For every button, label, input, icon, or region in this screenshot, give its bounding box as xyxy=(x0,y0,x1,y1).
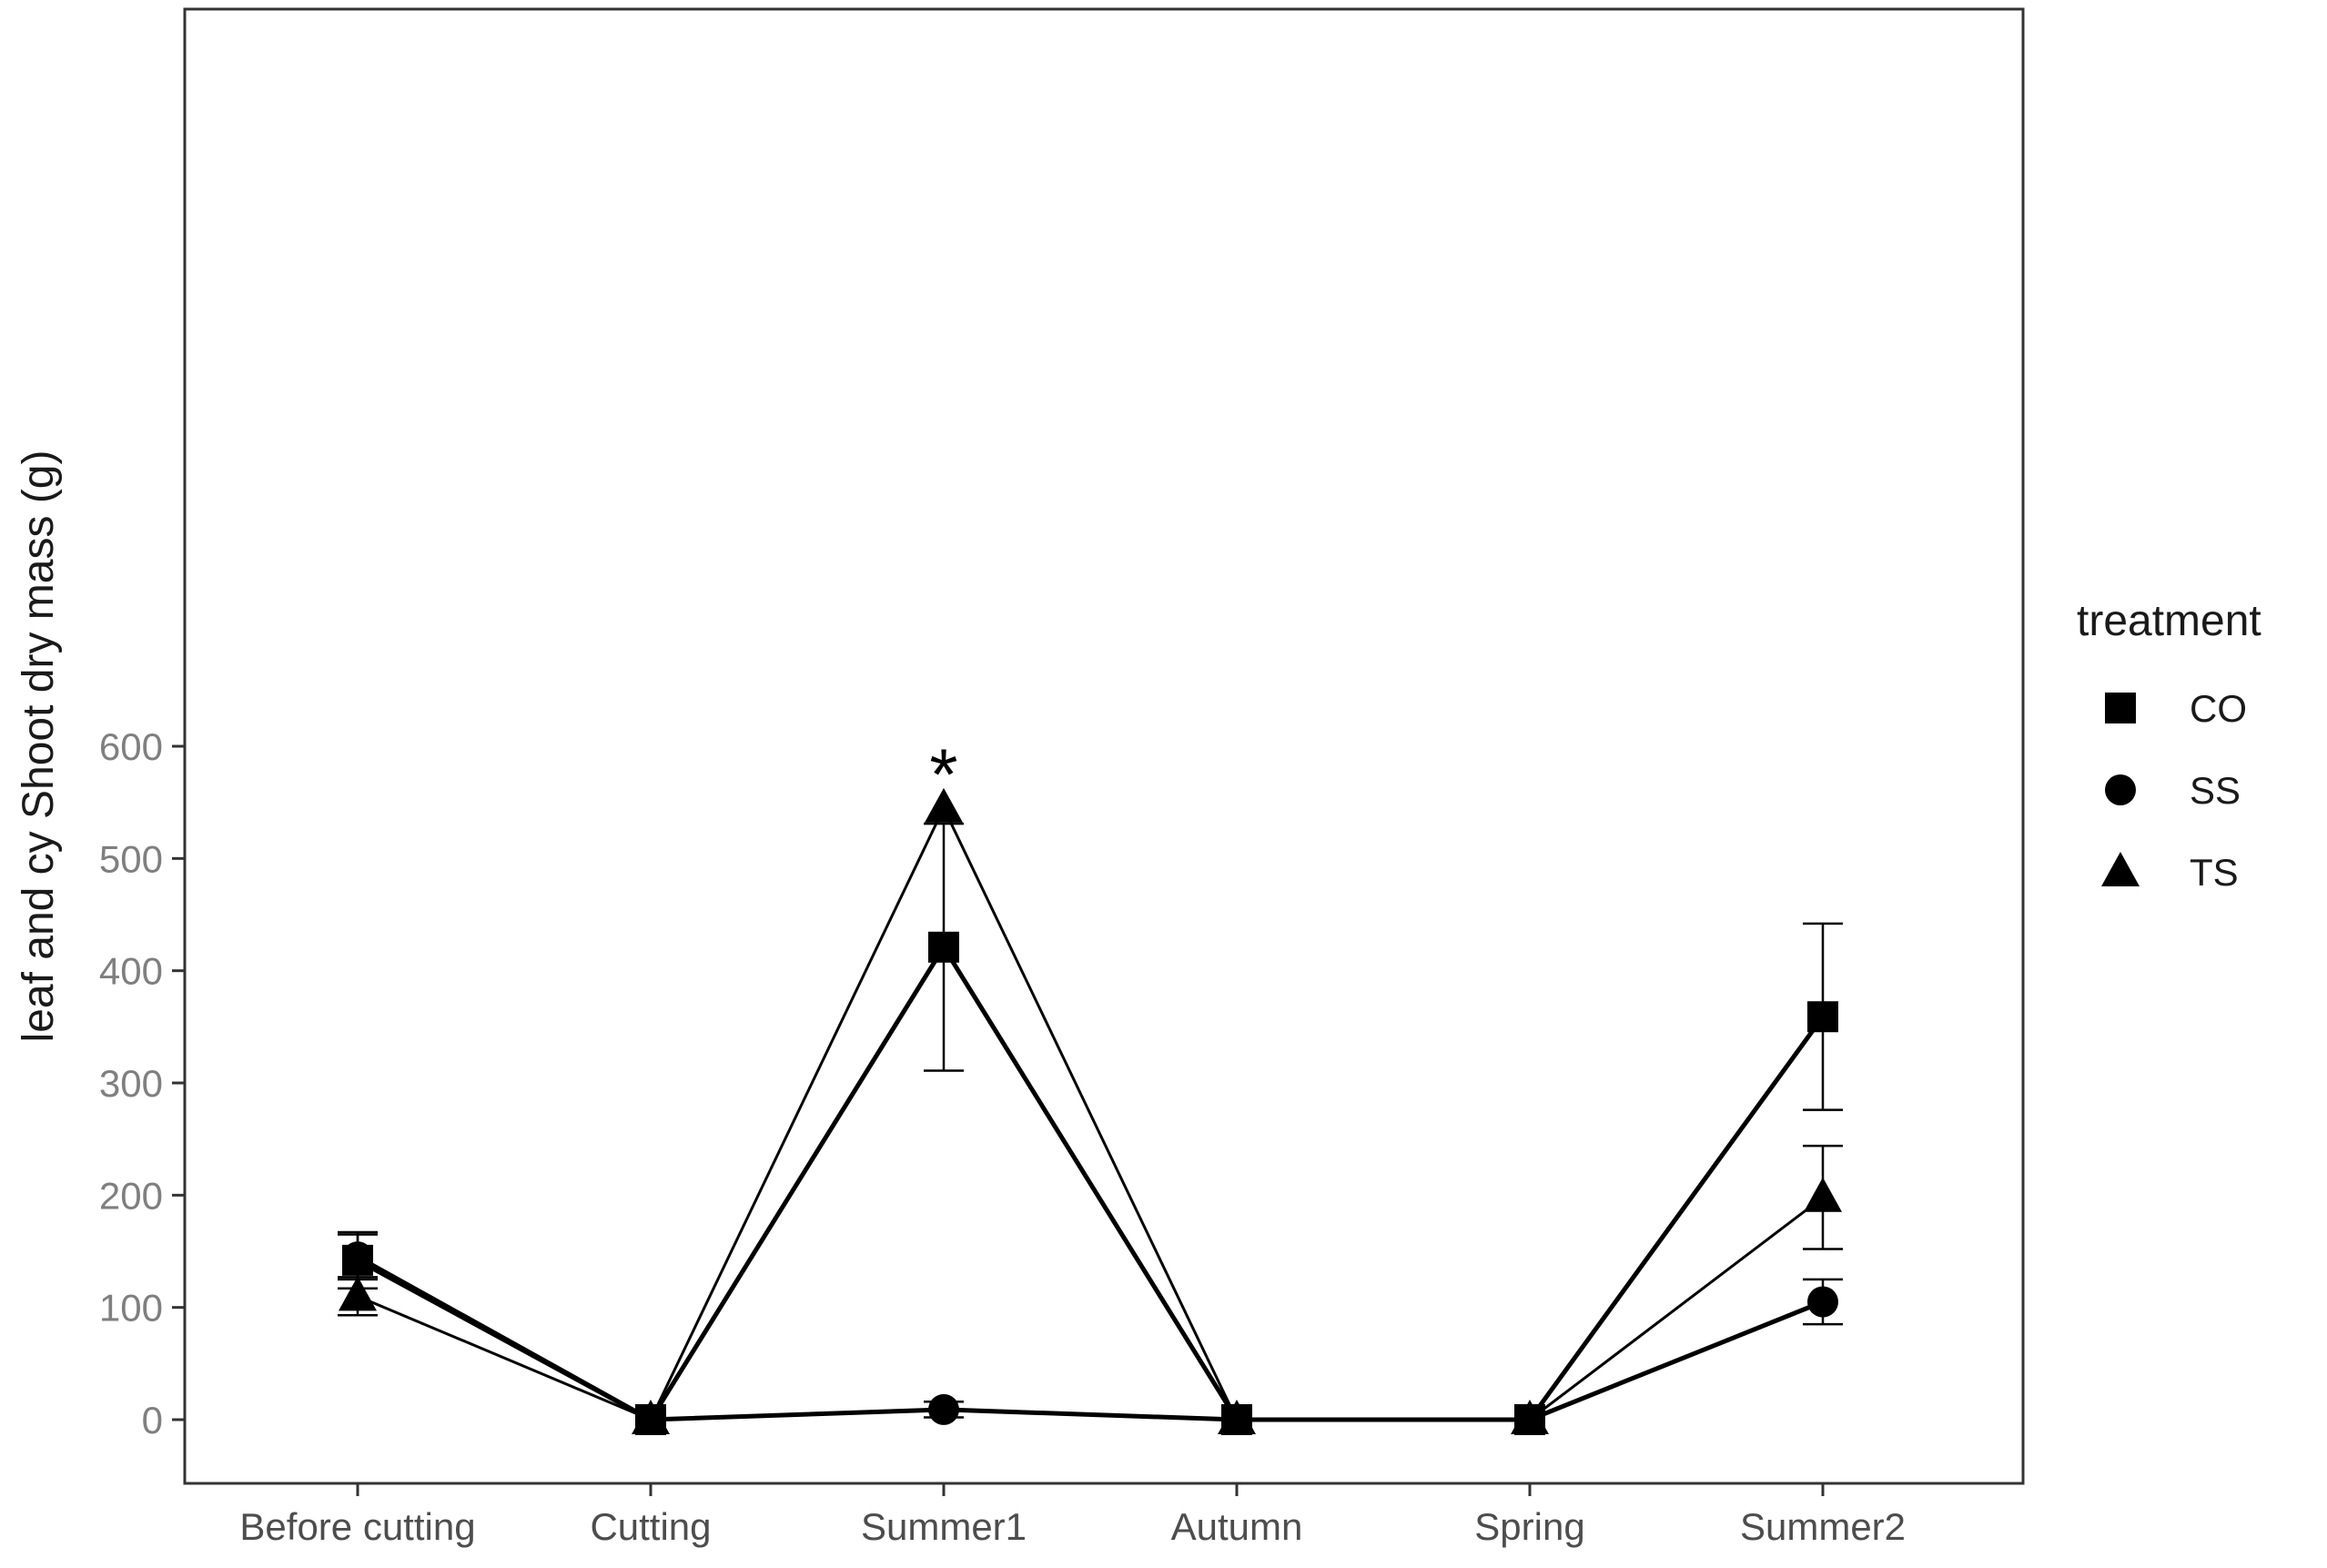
point-ts xyxy=(339,1276,377,1311)
x-tick-label: Cutting xyxy=(590,1505,711,1548)
y-tick-label: 100 xyxy=(99,1287,163,1330)
point-ss xyxy=(342,1241,373,1273)
legend-item-ts: TS xyxy=(2101,851,2239,894)
legend-label: CO xyxy=(2190,687,2247,730)
y-axis: 0 100 200 300 400 500 600 xyxy=(99,725,185,1442)
point-ts xyxy=(1218,1400,1256,1434)
point-ss xyxy=(928,1393,959,1425)
point-ts xyxy=(925,787,963,823)
point-co xyxy=(928,931,959,963)
y-tick-label: 300 xyxy=(99,1062,163,1105)
legend-marker-ss xyxy=(2105,774,2136,805)
series-line-ts xyxy=(357,804,1824,1421)
point-ss xyxy=(1807,1286,1838,1318)
x-tick-label: Summer2 xyxy=(1740,1505,1906,1548)
plot-area: * xyxy=(338,734,1843,1435)
x-tick-label: Autumn xyxy=(1171,1505,1303,1548)
x-axis: Before cutting Cutting Summer1 Autumn Spring… xyxy=(239,1483,1906,1548)
x-tick-label: Spring xyxy=(1474,1505,1584,1548)
y-tick-label: 0 xyxy=(142,1399,163,1442)
y-tick-label: 500 xyxy=(99,837,163,880)
y-tick-label: 600 xyxy=(99,725,163,768)
point-ts xyxy=(632,1400,670,1434)
legend-label: TS xyxy=(2190,851,2239,894)
legend-marker-ts xyxy=(2101,852,2140,886)
legend-item-co: CO xyxy=(2105,687,2247,730)
point-ts xyxy=(1511,1400,1549,1434)
significance-annotation: * xyxy=(929,734,957,815)
legend-label: SS xyxy=(2190,769,2241,812)
legend-marker-co xyxy=(2105,693,2136,723)
point-co xyxy=(1807,1001,1838,1033)
x-tick-label: Before cutting xyxy=(239,1505,475,1548)
point-ts xyxy=(1804,1177,1842,1212)
y-axis-title: leaf and cy Shoot dry mass (g) xyxy=(15,450,63,1043)
x-tick-label: Summer1 xyxy=(861,1505,1027,1548)
legend-title: treatment xyxy=(2077,597,2261,645)
legend-item-ss: SS xyxy=(2105,769,2241,812)
legend: treatment CO SS TS xyxy=(2077,597,2261,894)
series-line-ss xyxy=(356,1254,1824,1422)
y-tick-label: 400 xyxy=(99,950,163,993)
y-tick-label: 200 xyxy=(99,1174,163,1217)
